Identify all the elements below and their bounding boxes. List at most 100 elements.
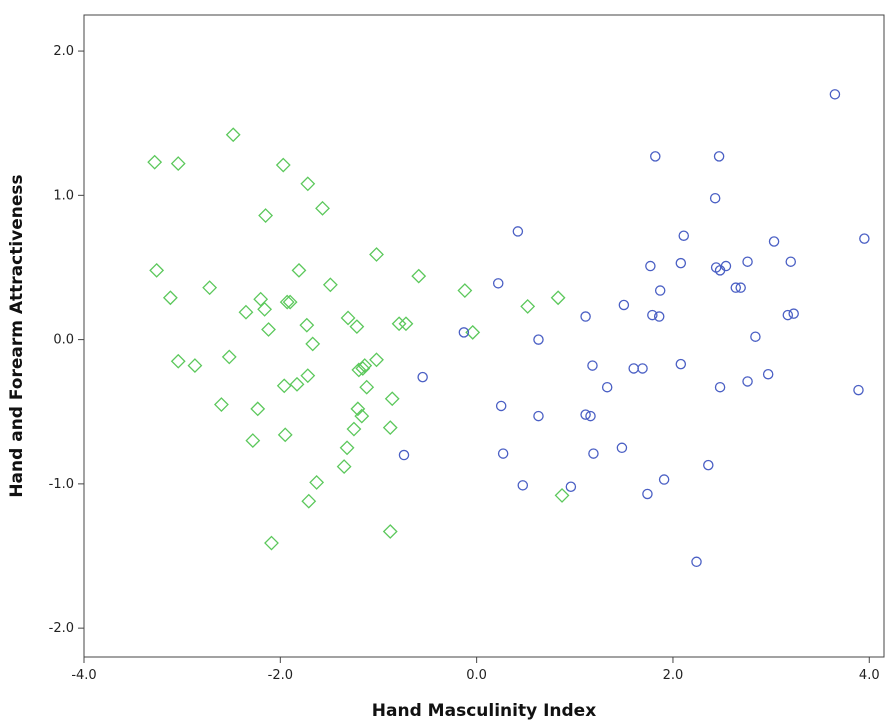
circle-point: [580, 311, 591, 322]
diamond-point: [354, 408, 370, 424]
diamond-point: [309, 475, 325, 490]
circle-point: [703, 459, 714, 471]
circle-point: [785, 256, 796, 267]
circle-point: [495, 400, 507, 412]
diamond-point: [162, 290, 178, 306]
circle-point: [709, 192, 721, 204]
circle-point: [730, 282, 742, 293]
diamond-point: [289, 376, 305, 392]
diamond-point: [291, 262, 307, 278]
x-tick-label: -4.0: [71, 668, 96, 683]
circle-point: [658, 474, 670, 485]
diamond-point: [554, 487, 570, 503]
circle-point: [585, 410, 596, 422]
circle-point: [762, 368, 774, 380]
circle-point: [580, 409, 591, 420]
diamond-point: [275, 157, 291, 173]
circle-point: [720, 260, 732, 272]
diamond-point: [339, 440, 355, 456]
circle-point: [853, 384, 864, 396]
circle-point: [492, 278, 504, 289]
circle-point: [647, 309, 658, 321]
diamond-point: [398, 316, 414, 332]
circle-point: [565, 481, 577, 493]
diamond-point: [340, 310, 356, 326]
circle-point: [742, 256, 753, 267]
circle-point: [788, 308, 799, 319]
circle-point: [650, 151, 661, 162]
y-tick-label: -1.0: [49, 477, 74, 492]
diamond-point: [336, 459, 352, 474]
circle-point: [654, 285, 666, 296]
diamond-point: [305, 336, 321, 352]
circle-point: [497, 448, 509, 459]
diamond-point: [322, 277, 338, 293]
diamond-point: [202, 280, 218, 296]
circle-point: [714, 381, 726, 393]
diamond-point: [276, 378, 292, 394]
diamond-point: [170, 353, 186, 369]
circle-point: [417, 371, 428, 383]
y-axis-ticks: -2.0 -1.0 0.0 1.0 2.0: [49, 44, 84, 636]
x-axis-title: Hand Masculinity Index: [372, 701, 596, 721]
plot-frame: [83, 14, 885, 658]
circle-point: [742, 376, 753, 387]
diamond-point: [300, 176, 316, 192]
circle-point: [512, 226, 524, 237]
circle-point: [618, 299, 630, 311]
y-axis-title: Hand and Forearm Attractiveness: [7, 174, 27, 497]
diamond-point: [457, 283, 473, 298]
circle-point: [458, 327, 470, 338]
diamond-point: [214, 397, 229, 412]
diamond-point: [257, 301, 273, 317]
diamond-point: [382, 420, 398, 436]
diamond-point: [346, 421, 362, 437]
diamond-point: [369, 247, 384, 262]
x-tick-label: 4.0: [859, 668, 880, 683]
diamond-point: [238, 304, 254, 320]
circle-point: [653, 311, 665, 322]
diamond-point: [187, 358, 203, 373]
diamond-point: [277, 427, 293, 443]
diamond-point: [350, 401, 366, 417]
circle-point: [601, 381, 613, 393]
diamond-point: [351, 362, 367, 378]
diamond-point: [411, 268, 427, 284]
circle-point: [750, 331, 761, 342]
diamond-point: [282, 294, 298, 310]
circle-point: [859, 233, 870, 244]
y-tick-label: 0.0: [53, 333, 74, 348]
circle-point: [517, 480, 529, 491]
diamond-point: [147, 154, 163, 170]
diamond-point: [261, 322, 276, 337]
circle-point: [587, 360, 598, 371]
circle-point: [533, 410, 544, 422]
data-points: [147, 89, 870, 568]
circle-point: [637, 363, 648, 374]
x-axis-ticks: -4.0 -2.0 0.0 2.0 4.0: [71, 657, 880, 683]
circle-point: [675, 257, 687, 269]
circle-point: [645, 260, 656, 272]
circle-point: [675, 358, 687, 370]
circle-point: [533, 334, 544, 345]
diamond-point: [149, 262, 165, 278]
circle-point: [713, 151, 725, 162]
diamond-point: [170, 156, 186, 172]
diamond-point: [264, 535, 279, 551]
diamond-point: [382, 524, 398, 539]
diamond-point: [369, 352, 384, 368]
circle-point: [616, 442, 628, 454]
circle-point: [398, 449, 410, 461]
x-tick-label: 0.0: [466, 668, 487, 683]
diamond-point: [315, 200, 330, 216]
y-tick-label: 1.0: [53, 188, 74, 203]
y-tick-label: -2.0: [49, 621, 74, 636]
diamond-point: [221, 349, 237, 365]
diamond-point: [301, 493, 317, 509]
diamond-point: [357, 358, 373, 373]
diamond-point: [520, 299, 536, 314]
diamond-point: [245, 433, 261, 449]
circle-point: [768, 236, 780, 247]
circle-point: [588, 448, 599, 459]
